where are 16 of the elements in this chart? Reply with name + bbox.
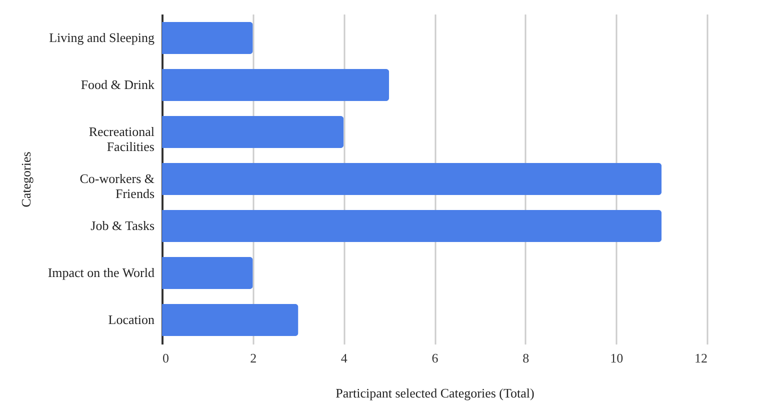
y-tick-label: Location bbox=[108, 312, 155, 328]
y-tick-label: Recreational Facilities bbox=[88, 124, 155, 154]
y-tick-label: Job & Tasks bbox=[90, 218, 154, 234]
x-tick-label: 12 bbox=[694, 350, 708, 366]
x-tick-label: 2 bbox=[250, 350, 257, 366]
y-tick-label: Impact on the World bbox=[48, 265, 155, 280]
y-tick-label: Co-workers & Friends bbox=[80, 171, 154, 201]
y-axis-title: Categories bbox=[18, 152, 34, 208]
x-tick-label: 8 bbox=[522, 350, 530, 366]
x-tick-label: 0 bbox=[162, 350, 169, 366]
x-tick-label: 6 bbox=[432, 350, 439, 366]
y-tick-label: Living and Sleeping bbox=[49, 30, 155, 45]
x-tick-label: 10 bbox=[610, 350, 624, 366]
x-axis-title: Participant selected Categories (Total) bbox=[336, 386, 534, 400]
y-tick-label: Food & Drink bbox=[80, 76, 155, 92]
x-tick-label: 4 bbox=[340, 350, 348, 366]
